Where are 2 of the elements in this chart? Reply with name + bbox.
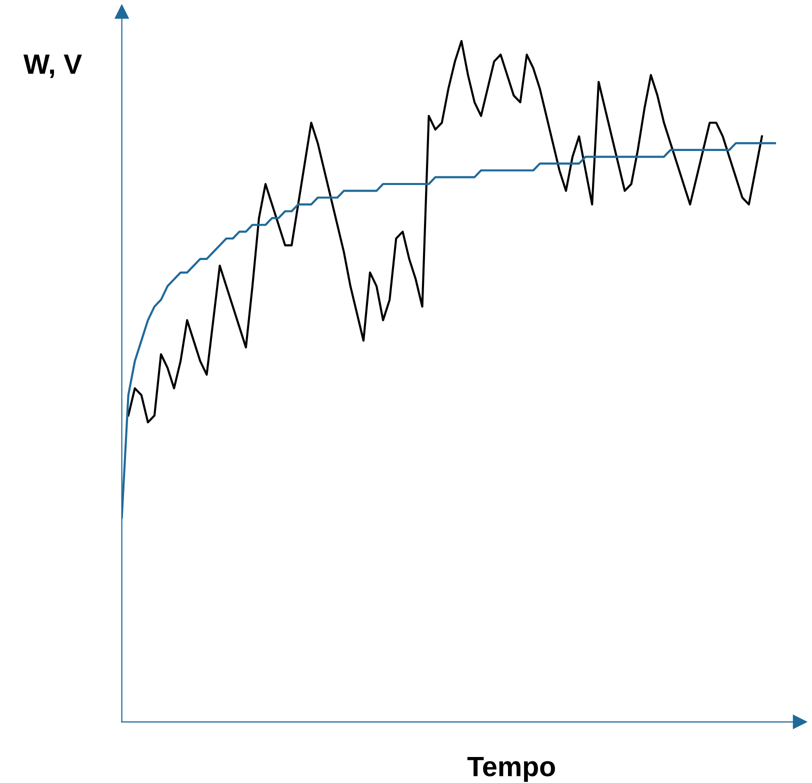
y-axis-title: W, V xyxy=(23,54,82,78)
x-axis-title: Tempo xyxy=(467,756,555,782)
